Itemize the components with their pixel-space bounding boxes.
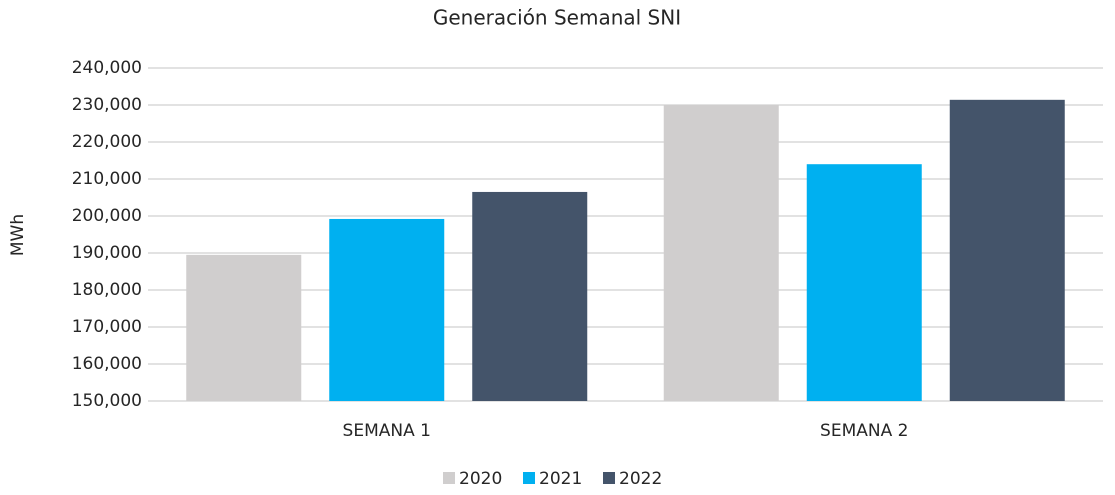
y-tick-label: 180,000 bbox=[72, 280, 142, 300]
bar bbox=[472, 191, 588, 401]
bar bbox=[186, 254, 302, 401]
bar bbox=[329, 218, 445, 401]
y-axis-label: MWh bbox=[8, 214, 28, 256]
y-tick-label: 200,000 bbox=[72, 206, 142, 226]
chart-title: Generación Semanal SNI bbox=[433, 6, 681, 30]
legend-swatch bbox=[523, 472, 535, 484]
legend-label: 2021 bbox=[539, 469, 582, 489]
legend-label: 2022 bbox=[619, 469, 662, 489]
y-tick-label: 210,000 bbox=[72, 169, 142, 189]
y-tick-label: 230,000 bbox=[72, 95, 142, 115]
y-tick-label: 190,000 bbox=[72, 243, 142, 263]
legend-swatch bbox=[603, 472, 615, 484]
y-tick-label: 150,000 bbox=[72, 391, 142, 411]
bar bbox=[806, 164, 922, 401]
legend-label: 2020 bbox=[459, 469, 502, 489]
bar bbox=[949, 99, 1065, 401]
y-tick-label: 220,000 bbox=[72, 132, 142, 152]
y-tick-label: 160,000 bbox=[72, 354, 142, 374]
x-tick-label: SEMANA 1 bbox=[343, 421, 431, 441]
x-tick-label: SEMANA 2 bbox=[820, 421, 908, 441]
legend-swatch bbox=[443, 472, 455, 484]
y-tick-label: 240,000 bbox=[72, 58, 142, 78]
y-tick-label: 170,000 bbox=[72, 317, 142, 337]
bar bbox=[663, 105, 779, 401]
